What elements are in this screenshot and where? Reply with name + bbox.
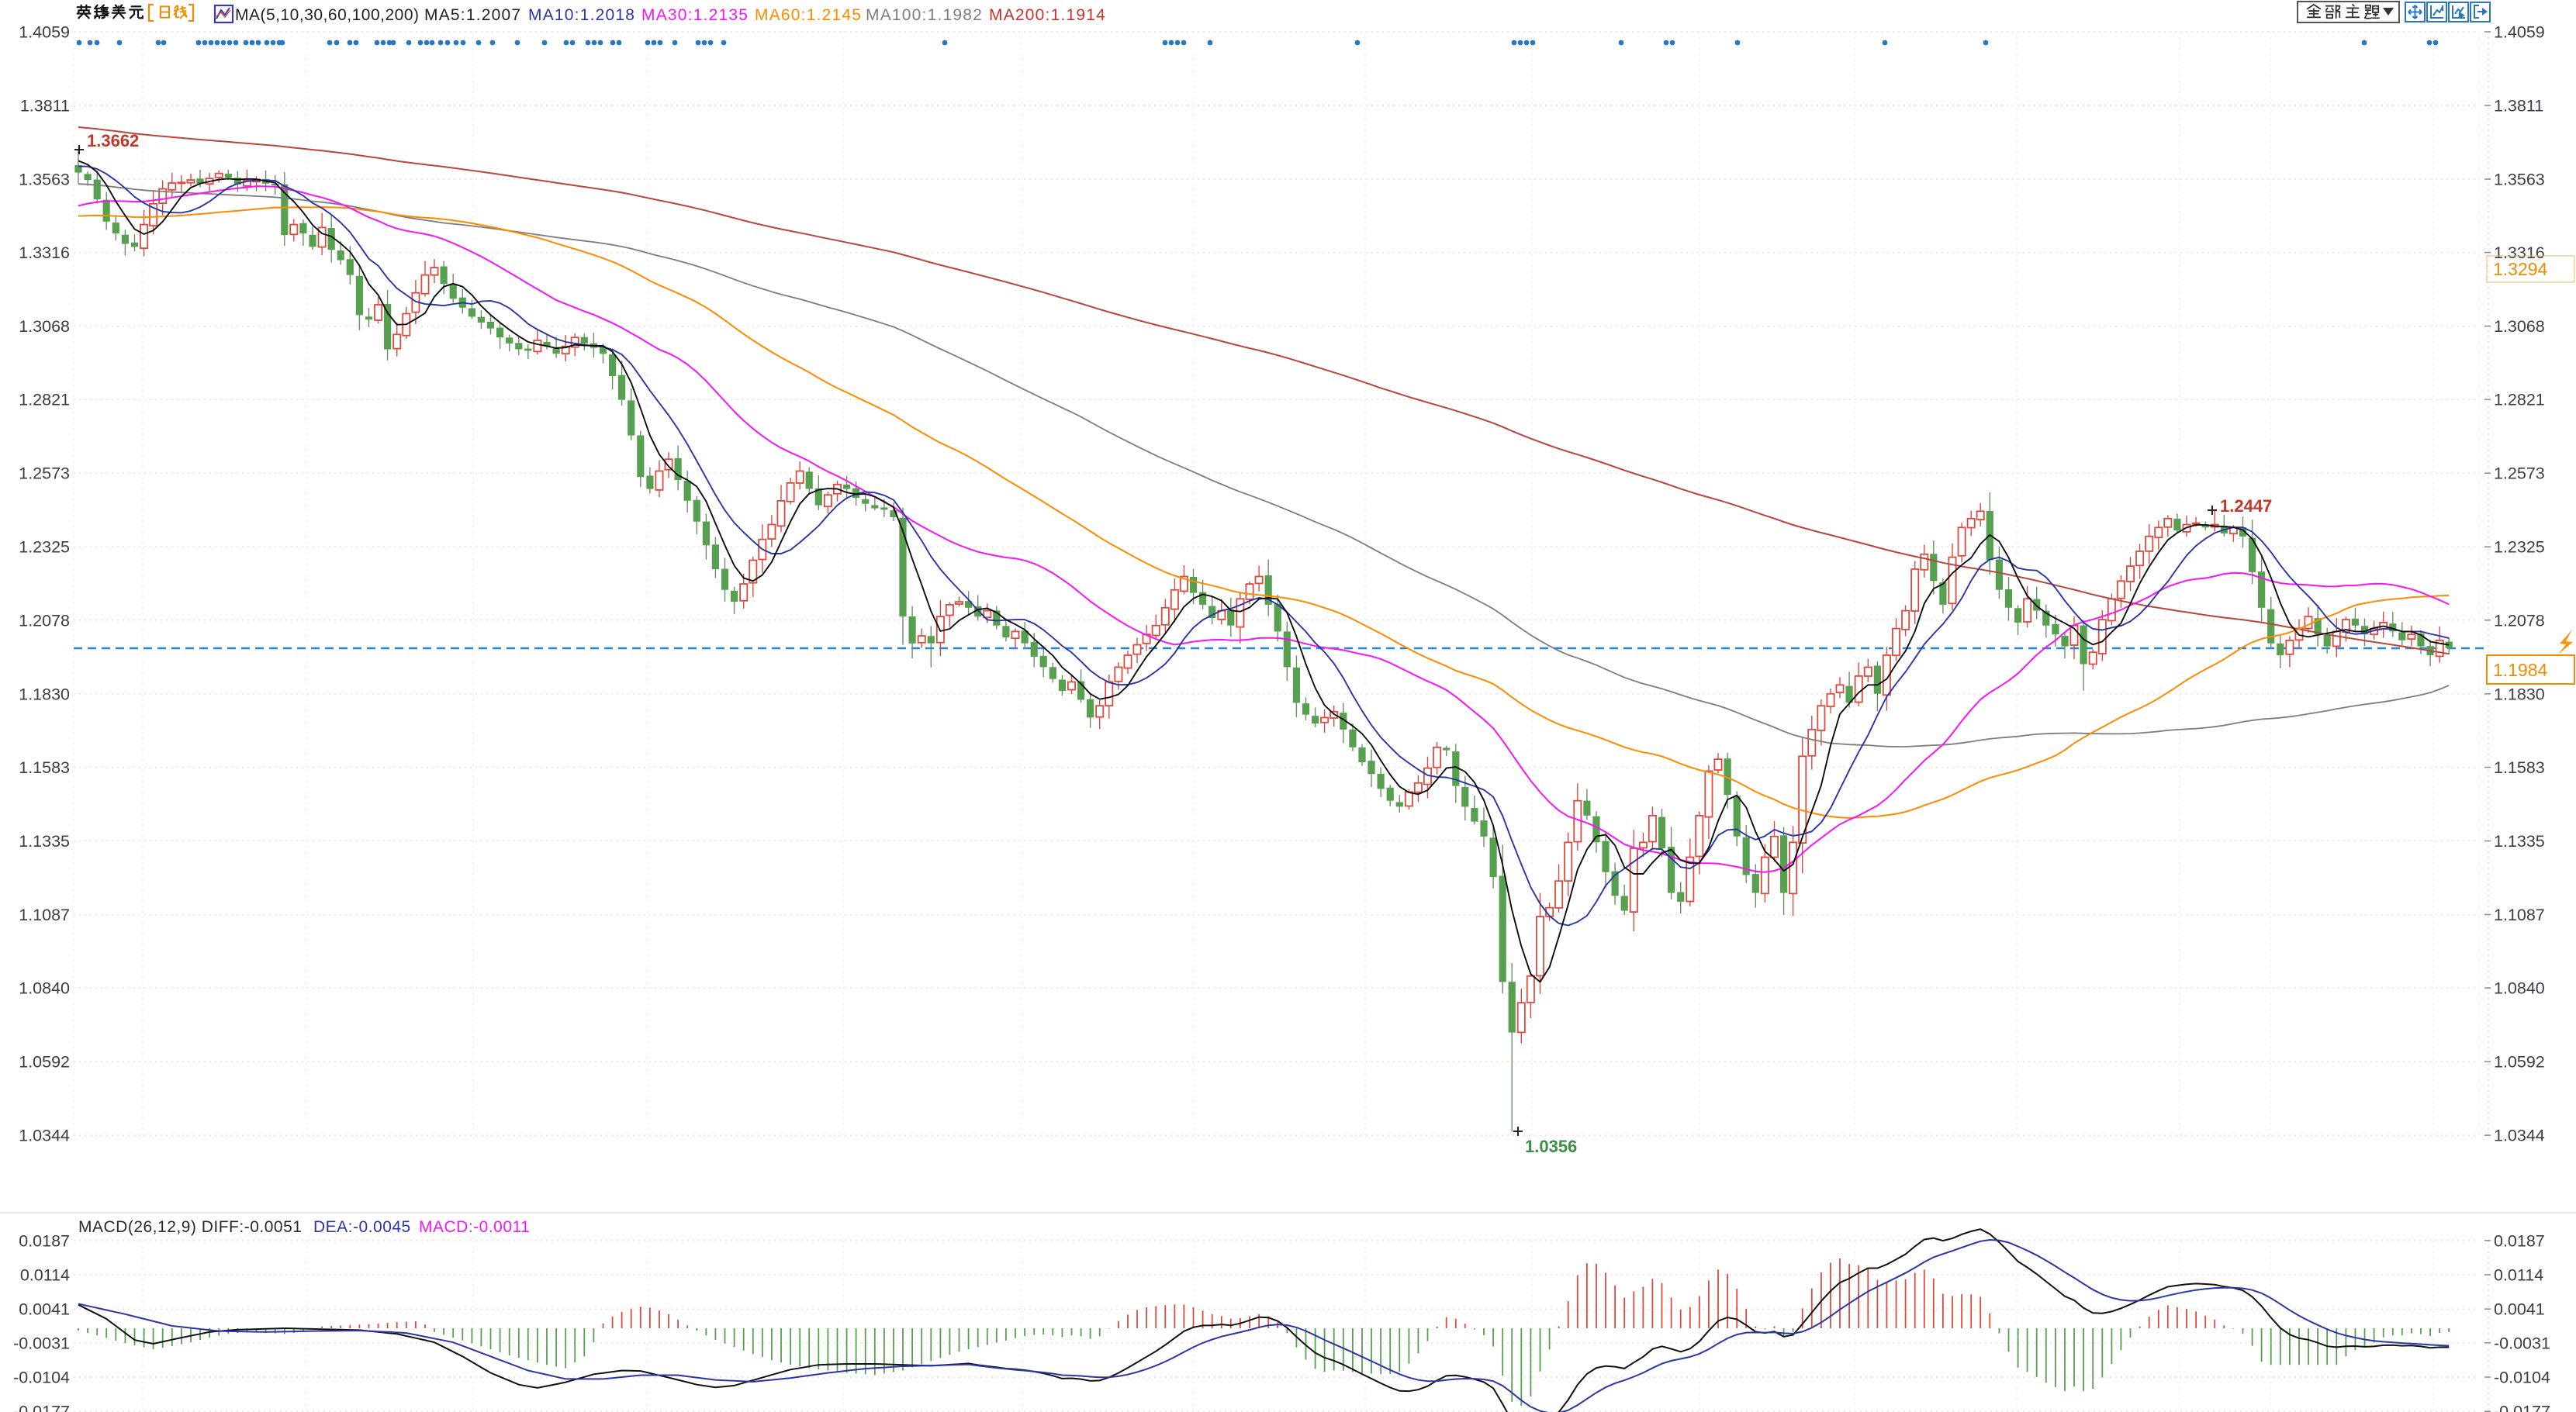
svg-text:1.2573: 1.2573: [19, 464, 70, 483]
svg-text:MA60:1.2145: MA60:1.2145: [755, 6, 862, 24]
svg-text:1.1984: 1.1984: [2493, 660, 2548, 680]
svg-text:-0.0031: -0.0031: [13, 1334, 70, 1352]
svg-text:MA100:1.1982: MA100:1.1982: [866, 6, 983, 24]
svg-text:1.2447: 1.2447: [2220, 496, 2272, 516]
svg-text:-0.0104: -0.0104: [2494, 1369, 2550, 1387]
svg-text:1.3068: 1.3068: [2494, 317, 2545, 336]
svg-text:1.2573: 1.2573: [2494, 464, 2545, 483]
svg-text:1.0344: 1.0344: [2494, 1127, 2545, 1145]
svg-text:0.0114: 0.0114: [2494, 1266, 2543, 1285]
svg-text:1.4059: 1.4059: [2494, 23, 2545, 42]
svg-text:MA200:1.1914: MA200:1.1914: [989, 6, 1106, 24]
svg-text:1.3811: 1.3811: [20, 97, 70, 116]
svg-text:1.1335: 1.1335: [19, 832, 70, 851]
svg-text:1.3068: 1.3068: [19, 317, 70, 336]
svg-text:DEA:-0.0045: DEA:-0.0045: [313, 1218, 411, 1236]
svg-text:1.3294: 1.3294: [2493, 259, 2548, 279]
svg-text:1.0344: 1.0344: [19, 1127, 70, 1145]
svg-text:-0.0177: -0.0177: [2494, 1403, 2550, 1412]
svg-text:0.0041: 0.0041: [19, 1300, 70, 1319]
svg-text:1.1335: 1.1335: [2494, 832, 2545, 851]
svg-text:MA30:1.2135: MA30:1.2135: [641, 6, 749, 24]
svg-text:1.0592: 1.0592: [19, 1053, 70, 1072]
svg-text:1.0592: 1.0592: [2494, 1053, 2545, 1072]
svg-text:1.2078: 1.2078: [19, 611, 70, 630]
svg-text:1.1583: 1.1583: [19, 758, 70, 777]
svg-text:1.3563: 1.3563: [2494, 171, 2545, 189]
svg-text:1.2325: 1.2325: [2494, 538, 2545, 557]
svg-text:1.0840: 1.0840: [19, 979, 70, 998]
svg-text:1.1087: 1.1087: [19, 906, 70, 924]
svg-text:1.2821: 1.2821: [19, 391, 70, 409]
svg-text:0.0187: 0.0187: [19, 1231, 70, 1250]
svg-text:1.1830: 1.1830: [2494, 685, 2545, 703]
svg-text:-0.0104: -0.0104: [13, 1369, 70, 1387]
svg-text:1.1087: 1.1087: [2494, 906, 2545, 924]
svg-text:MACD(26,12,9) DIFF:-0.0051: MACD(26,12,9) DIFF:-0.0051: [78, 1218, 302, 1236]
svg-text:MACD:-0.0011: MACD:-0.0011: [419, 1218, 530, 1236]
svg-text:1.3662: 1.3662: [87, 131, 139, 150]
svg-text:0.0041: 0.0041: [2494, 1300, 2545, 1319]
svg-text:MA10:1.2018: MA10:1.2018: [528, 6, 635, 24]
svg-text:1.3316: 1.3316: [2494, 243, 2545, 262]
svg-text:1.0356: 1.0356: [1525, 1137, 1577, 1156]
svg-text:1.3563: 1.3563: [19, 171, 70, 189]
svg-text:1.2821: 1.2821: [2494, 391, 2545, 409]
svg-text:MA(5,10,30,60,100,200): MA(5,10,30,60,100,200): [235, 6, 420, 24]
svg-text:1.2325: 1.2325: [19, 538, 70, 557]
svg-text:-0.0177: -0.0177: [13, 1403, 70, 1412]
svg-text:0.0187: 0.0187: [2494, 1231, 2545, 1250]
svg-text:1.3316: 1.3316: [19, 243, 70, 262]
svg-text:1.0840: 1.0840: [2494, 979, 2545, 998]
svg-text:1.4059: 1.4059: [19, 23, 70, 42]
svg-text:MA5:1.2007: MA5:1.2007: [424, 6, 521, 24]
svg-text:1.1583: 1.1583: [2494, 758, 2545, 777]
svg-text:-0.0031: -0.0031: [2494, 1334, 2550, 1352]
svg-text:1.3811: 1.3811: [2494, 97, 2543, 116]
svg-text:1.2078: 1.2078: [2494, 611, 2545, 630]
svg-text:0.0114: 0.0114: [20, 1266, 70, 1285]
svg-text:1.1830: 1.1830: [19, 685, 70, 703]
